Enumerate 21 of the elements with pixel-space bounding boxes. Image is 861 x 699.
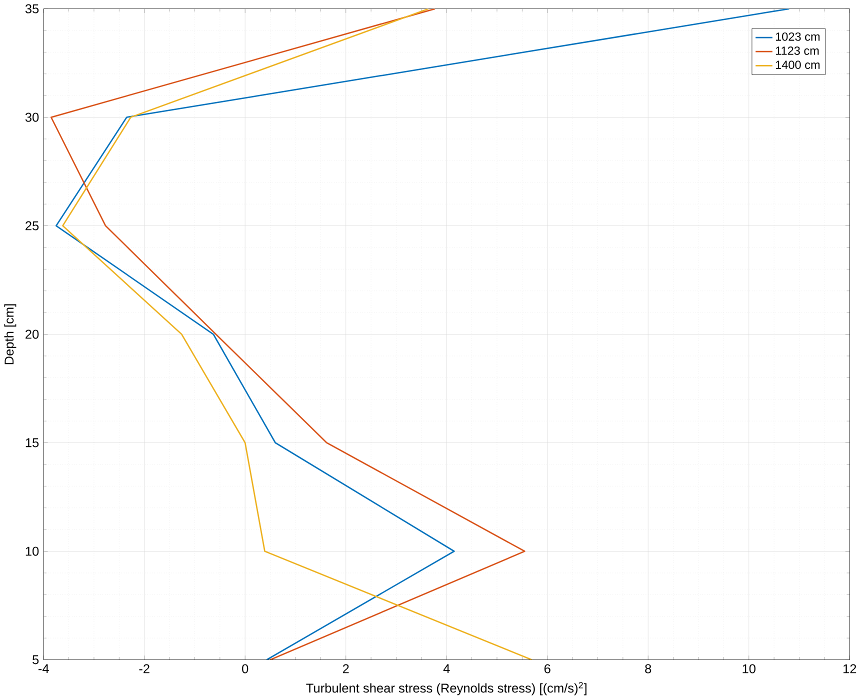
y-tick-label: 35 [25,4,39,14]
y-tick-label: 30 [25,112,39,122]
x-tick-label: 6 [544,664,550,674]
x-tick-label: 8 [645,664,652,674]
x-tick-label: 0 [242,664,248,674]
y-tick-label: 20 [26,330,39,339]
x-tick-label: 12 [843,664,856,673]
x-tick-label: -2 [139,664,150,673]
y-tick-label: 15 [26,438,39,448]
y-tick-label: 10 [26,546,39,556]
y-axis-title: Depth [cm] [4,304,16,364]
x-tick-label: -4 [38,664,49,673]
y-tick-label: 5 [32,655,39,664]
legend-label: 1023 cm [776,32,820,41]
legend-label: 1123 cm [776,46,819,55]
x-axis-title: Turbulent shear stress (Reynolds stress) [(cm/s)$^{2}$] [306,682,586,695]
y-tick-label: 25 [26,221,39,230]
legend-label: 1400 cm [776,60,820,69]
x-tick-label: 2 [342,664,349,673]
x-tick-label: 4 [443,664,450,673]
x-tick-label: 10 [742,664,756,674]
